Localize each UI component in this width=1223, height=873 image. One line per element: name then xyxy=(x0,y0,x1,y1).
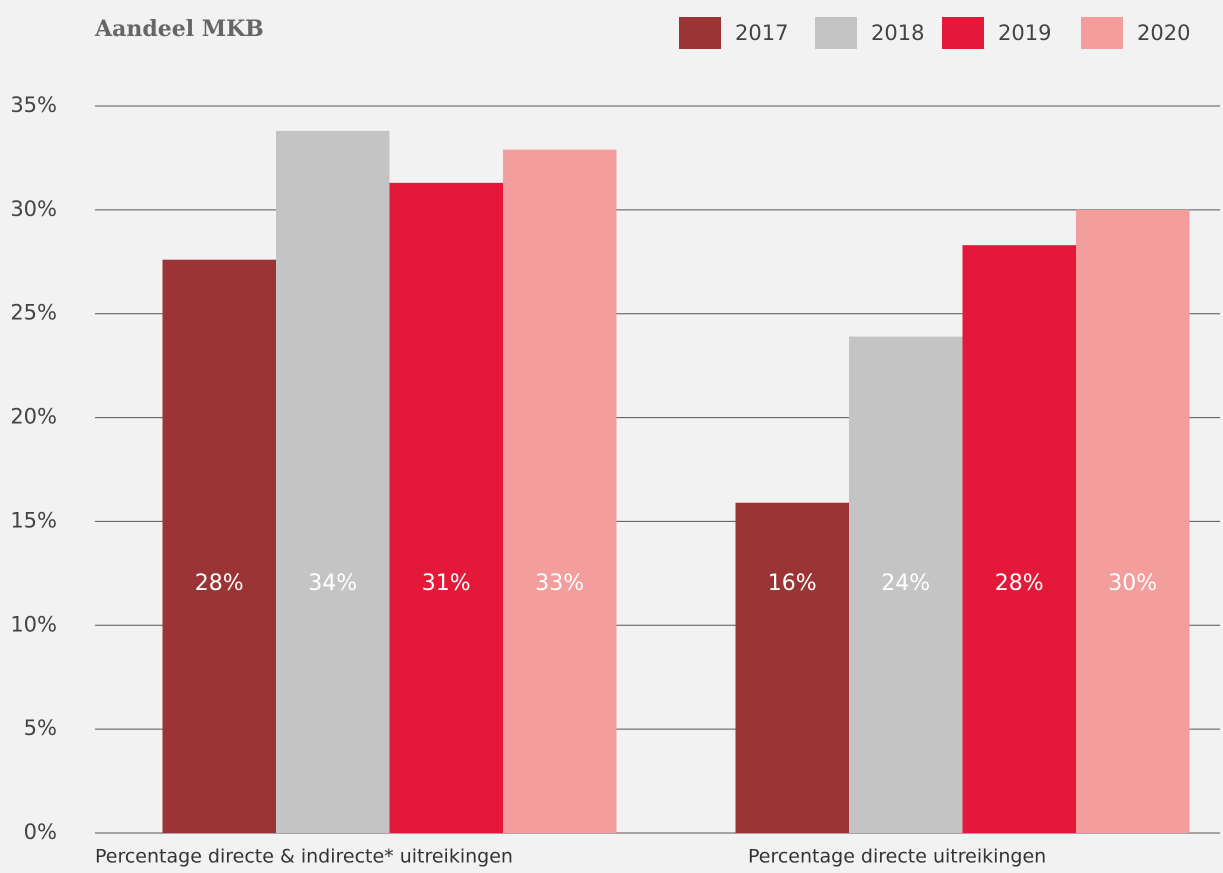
y-tick-label: 25% xyxy=(10,301,57,325)
legend-label: 2018 xyxy=(871,21,924,45)
legend-label: 2019 xyxy=(998,21,1051,45)
y-tick-label: 15% xyxy=(10,508,57,532)
bar xyxy=(735,502,849,833)
value-label: 33% xyxy=(535,571,584,596)
legend-swatch xyxy=(1081,17,1123,49)
y-tick-label: 0% xyxy=(24,820,57,844)
x-tick-label: Percentage directe uitreikingen xyxy=(748,846,1046,868)
chart-title: Aandeel MKB xyxy=(94,16,264,42)
value-label: 16% xyxy=(768,571,817,596)
bar xyxy=(389,182,503,834)
legend-swatch xyxy=(679,17,721,49)
x-tick-label: Percentage directe & indirecte* uitreiki… xyxy=(95,846,513,868)
y-tick-label: 5% xyxy=(24,716,57,740)
bar xyxy=(276,130,390,833)
value-label: 30% xyxy=(1108,571,1157,596)
value-label: 28% xyxy=(995,571,1044,596)
bar xyxy=(503,149,617,833)
y-tick-label: 35% xyxy=(10,93,57,117)
y-tick-label: 10% xyxy=(10,612,57,636)
bar xyxy=(962,245,1076,833)
legend-swatch xyxy=(815,17,857,49)
y-tick-label: 20% xyxy=(10,405,57,429)
bar xyxy=(162,259,276,833)
legend-swatch xyxy=(942,17,984,49)
value-label: 24% xyxy=(881,571,930,596)
legend-label: 2020 xyxy=(1137,21,1190,45)
bar xyxy=(849,336,963,833)
value-label: 34% xyxy=(308,571,357,596)
value-label: 28% xyxy=(195,571,244,596)
value-label: 31% xyxy=(422,571,471,596)
y-tick-label: 30% xyxy=(10,197,57,221)
legend-label: 2017 xyxy=(735,21,788,45)
bar xyxy=(1076,209,1190,833)
